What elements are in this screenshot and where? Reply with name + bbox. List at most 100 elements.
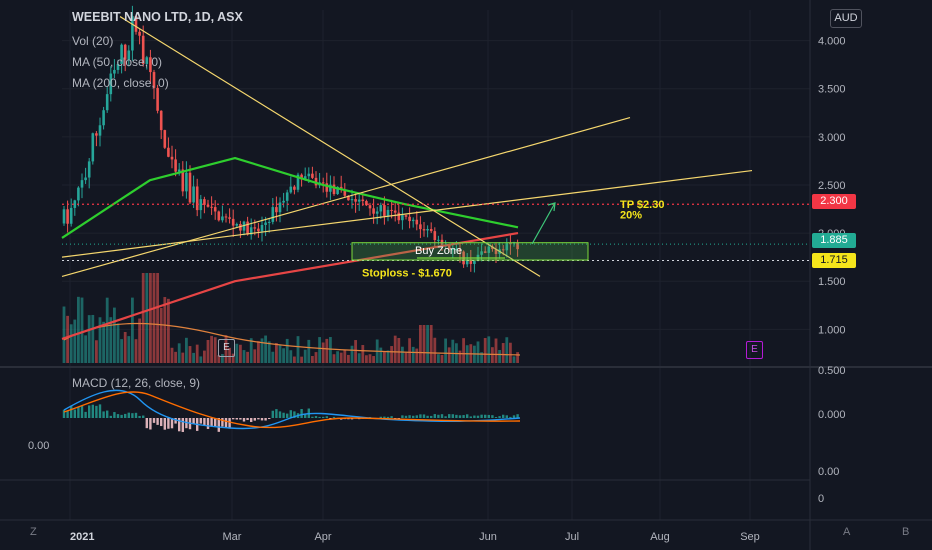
y-tick-label: 2.500	[818, 180, 846, 192]
volume-bar	[87, 315, 91, 363]
volume-bar	[426, 325, 429, 363]
macd-histogram-bar	[232, 418, 235, 420]
x-tick-label: Aug	[650, 531, 670, 543]
earnings-event-icon[interactable]: E	[218, 339, 235, 357]
candle-body	[105, 94, 109, 111]
volume-bar	[138, 318, 141, 363]
volume-bar	[325, 338, 329, 363]
candle-body	[192, 186, 195, 203]
volume-bar	[149, 273, 152, 363]
volume-bar	[451, 339, 455, 363]
candle-body	[149, 57, 152, 73]
volume-bar	[307, 339, 311, 363]
candle-body	[289, 186, 293, 193]
volume-bar	[113, 307, 116, 363]
volume-bar	[404, 352, 408, 363]
candle-body	[221, 216, 224, 221]
macd-histogram-bar	[437, 414, 440, 418]
candle-body	[375, 211, 379, 214]
currency-button[interactable]: AUD	[830, 9, 862, 28]
y-tick-label: 4.000	[818, 36, 846, 48]
macd-histogram-bar	[250, 418, 253, 422]
candle-body	[199, 199, 203, 211]
macd-histogram-bar	[242, 418, 246, 422]
macd-histogram-bar	[278, 411, 282, 418]
macd-histogram-bar	[84, 411, 87, 418]
volume-bar	[282, 348, 285, 363]
candle-body	[84, 177, 87, 181]
candle-body	[282, 200, 285, 203]
study-ma50[interactable]: MA (50, close, 0)	[72, 55, 163, 69]
candle-body	[296, 174, 300, 190]
candle-body	[354, 199, 357, 202]
candle-body	[516, 242, 519, 250]
candle-body	[336, 186, 339, 195]
projection-arrowhead	[547, 202, 556, 212]
candle-body	[66, 209, 69, 224]
volume-bar	[458, 350, 462, 363]
volume-bar	[289, 350, 293, 363]
macd-histogram-bar	[455, 414, 458, 418]
macd-histogram-bar	[271, 410, 274, 418]
candle-body	[62, 209, 66, 224]
candle-body	[213, 207, 217, 212]
candle-body	[134, 16, 138, 32]
ma50-line	[61, 156, 519, 239]
candle-body	[469, 259, 473, 264]
macd-histogram-bar	[228, 418, 231, 429]
candle-body	[235, 223, 239, 226]
zoom-button[interactable]: Z	[30, 526, 37, 538]
volume-bar	[235, 343, 239, 363]
candle-body	[491, 246, 494, 249]
macd-histogram-bar	[156, 418, 159, 425]
candle-body	[249, 227, 253, 235]
candle-body	[365, 201, 368, 206]
candle-body	[350, 199, 354, 201]
volume-bar	[357, 353, 361, 363]
study-ma200[interactable]: MA (200, close, 0)	[72, 76, 169, 90]
candle-body	[411, 219, 415, 222]
candle-body	[113, 69, 116, 74]
candle-body	[368, 205, 372, 209]
auto-scale-button[interactable]: A	[843, 526, 851, 538]
volume-bar	[411, 346, 415, 363]
volume-bar	[397, 337, 401, 363]
volume-bar	[221, 354, 224, 363]
candle-body	[152, 72, 156, 88]
upcoming-earnings-icon[interactable]: E	[746, 341, 763, 359]
volume-bar	[321, 342, 325, 363]
candle-body	[116, 63, 120, 70]
macd-histogram-bar	[106, 410, 109, 418]
log-scale-button[interactable]: B	[902, 526, 910, 538]
candle-body	[426, 228, 429, 231]
x-tick-label: Sep	[740, 531, 760, 543]
study-macd[interactable]: MACD (12, 26, close, 9)	[72, 376, 201, 390]
volume-bar	[462, 338, 465, 363]
volume-bar	[156, 273, 159, 363]
macd-histogram-bar	[300, 409, 303, 418]
volume-bar	[285, 338, 289, 363]
volume-bar	[109, 317, 113, 363]
volume-bar	[77, 296, 80, 363]
macd-histogram-bar	[142, 415, 145, 418]
macd-histogram-bar	[440, 414, 444, 418]
y-tick-label: 3.500	[818, 84, 846, 96]
volume-bar	[62, 306, 66, 363]
macd-histogram-bar	[160, 418, 163, 427]
volume-bar	[203, 350, 206, 363]
candle-body	[163, 130, 167, 148]
volume-bar	[239, 344, 242, 363]
candle-body	[127, 50, 131, 60]
candle-body	[210, 206, 213, 208]
volume-bar	[311, 356, 314, 363]
macd-histogram-bar	[70, 405, 73, 418]
macd-histogram-bar	[332, 416, 336, 418]
macd-histogram-bar	[91, 404, 94, 418]
candle-body	[145, 57, 149, 64]
candle-body	[73, 200, 77, 208]
candle-body	[408, 216, 411, 222]
study-vol[interactable]: Vol (20)	[72, 34, 114, 48]
macd-histogram-bar	[462, 415, 465, 418]
volume-bar	[260, 338, 264, 363]
